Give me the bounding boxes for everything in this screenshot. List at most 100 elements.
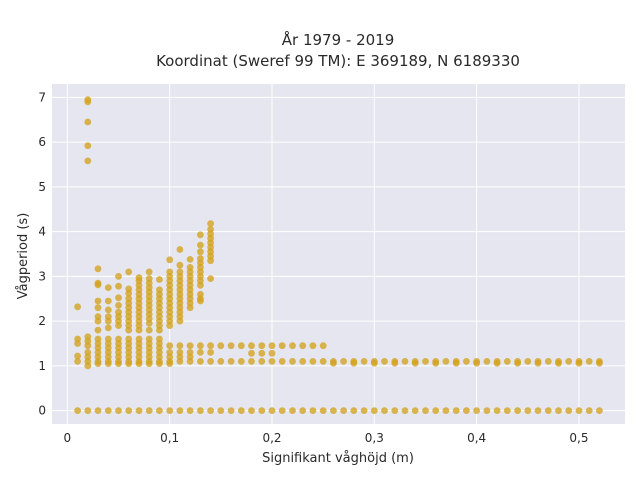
data-point — [258, 342, 266, 350]
x-tick-label: 0,4 — [467, 431, 486, 445]
data-point — [176, 342, 184, 350]
data-point — [483, 358, 491, 365]
data-point — [268, 342, 276, 350]
data-point — [74, 303, 81, 311]
data-point — [156, 360, 163, 367]
data-point — [186, 358, 194, 365]
data-point — [125, 290, 133, 297]
data-point — [493, 359, 501, 367]
data-point — [156, 326, 163, 334]
data-point — [104, 360, 112, 367]
data-point — [156, 276, 163, 283]
data-point — [442, 407, 450, 414]
data-point — [227, 407, 235, 414]
data-point — [74, 358, 81, 365]
data-point — [186, 342, 194, 350]
data-point — [197, 349, 204, 356]
data-point — [452, 407, 460, 414]
data-point — [197, 297, 204, 305]
data-point — [104, 284, 112, 291]
data-point — [463, 407, 470, 414]
y-tick-label: 7 — [38, 90, 46, 104]
data-point — [115, 407, 122, 414]
data-point — [104, 407, 112, 414]
data-point — [166, 342, 174, 350]
data-point — [319, 342, 327, 350]
y-tick-labels: 0 1 2 3 4 5 6 7 — [38, 90, 46, 417]
data-point — [340, 407, 347, 414]
data-point — [94, 297, 102, 305]
data-points — [74, 96, 603, 414]
data-point — [104, 306, 112, 314]
data-point — [135, 407, 143, 414]
x-axis-title: Signifikant våghöjd (m) — [262, 451, 414, 466]
data-point — [350, 359, 358, 367]
data-point — [104, 317, 112, 325]
x-tick-labels: 0 0,1 0,2 0,3 0,4 0,5 — [64, 431, 589, 445]
data-point — [186, 304, 194, 312]
data-point — [258, 407, 266, 414]
data-point — [84, 157, 92, 165]
data-point — [197, 241, 204, 249]
data-point — [74, 407, 81, 414]
data-point — [197, 248, 204, 256]
data-point — [534, 407, 542, 414]
data-point — [596, 359, 603, 367]
data-point — [84, 142, 92, 150]
data-point — [309, 407, 317, 414]
y-axis-title: Vågperiod (s) — [16, 213, 31, 300]
data-point — [166, 322, 174, 329]
data-point — [432, 359, 440, 367]
data-point — [207, 257, 215, 265]
data-point — [370, 407, 378, 414]
y-tick-label: 2 — [38, 314, 46, 328]
data-point — [145, 407, 153, 414]
data-point — [176, 407, 184, 414]
data-point — [411, 359, 419, 367]
data-point — [115, 273, 122, 280]
data-point — [94, 407, 102, 414]
data-point — [248, 358, 255, 365]
data-point — [115, 360, 122, 367]
data-point — [381, 358, 388, 365]
data-point — [166, 256, 174, 264]
data-point — [94, 265, 102, 273]
data-point — [227, 358, 235, 365]
data-point — [391, 359, 399, 367]
data-point — [84, 349, 92, 356]
data-point — [289, 342, 296, 350]
data-point — [330, 407, 337, 414]
data-point — [237, 342, 245, 350]
data-point — [442, 358, 450, 365]
data-point — [330, 359, 337, 367]
data-point — [207, 220, 215, 228]
y-tick-label: 4 — [38, 225, 46, 239]
data-point — [156, 407, 163, 414]
data-point — [237, 358, 245, 365]
data-point — [217, 358, 225, 365]
data-point — [524, 407, 532, 414]
data-point — [207, 358, 215, 365]
x-tick-label: 0,5 — [569, 431, 588, 445]
data-point — [452, 359, 460, 367]
data-point — [524, 358, 532, 365]
plot-area — [52, 84, 625, 424]
data-point — [115, 302, 122, 309]
data-point — [422, 358, 429, 365]
data-point — [217, 407, 225, 414]
data-point — [555, 359, 562, 367]
data-point — [514, 407, 521, 414]
data-point — [401, 358, 409, 365]
data-point — [463, 358, 470, 365]
data-point — [176, 246, 184, 253]
data-point — [340, 358, 347, 365]
data-point — [125, 326, 133, 334]
data-point — [207, 275, 215, 282]
data-point — [125, 360, 133, 367]
data-point — [166, 360, 174, 367]
data-point — [197, 407, 204, 414]
data-point — [268, 407, 276, 414]
data-point — [309, 342, 317, 350]
data-point — [145, 326, 153, 334]
data-point — [84, 118, 92, 126]
